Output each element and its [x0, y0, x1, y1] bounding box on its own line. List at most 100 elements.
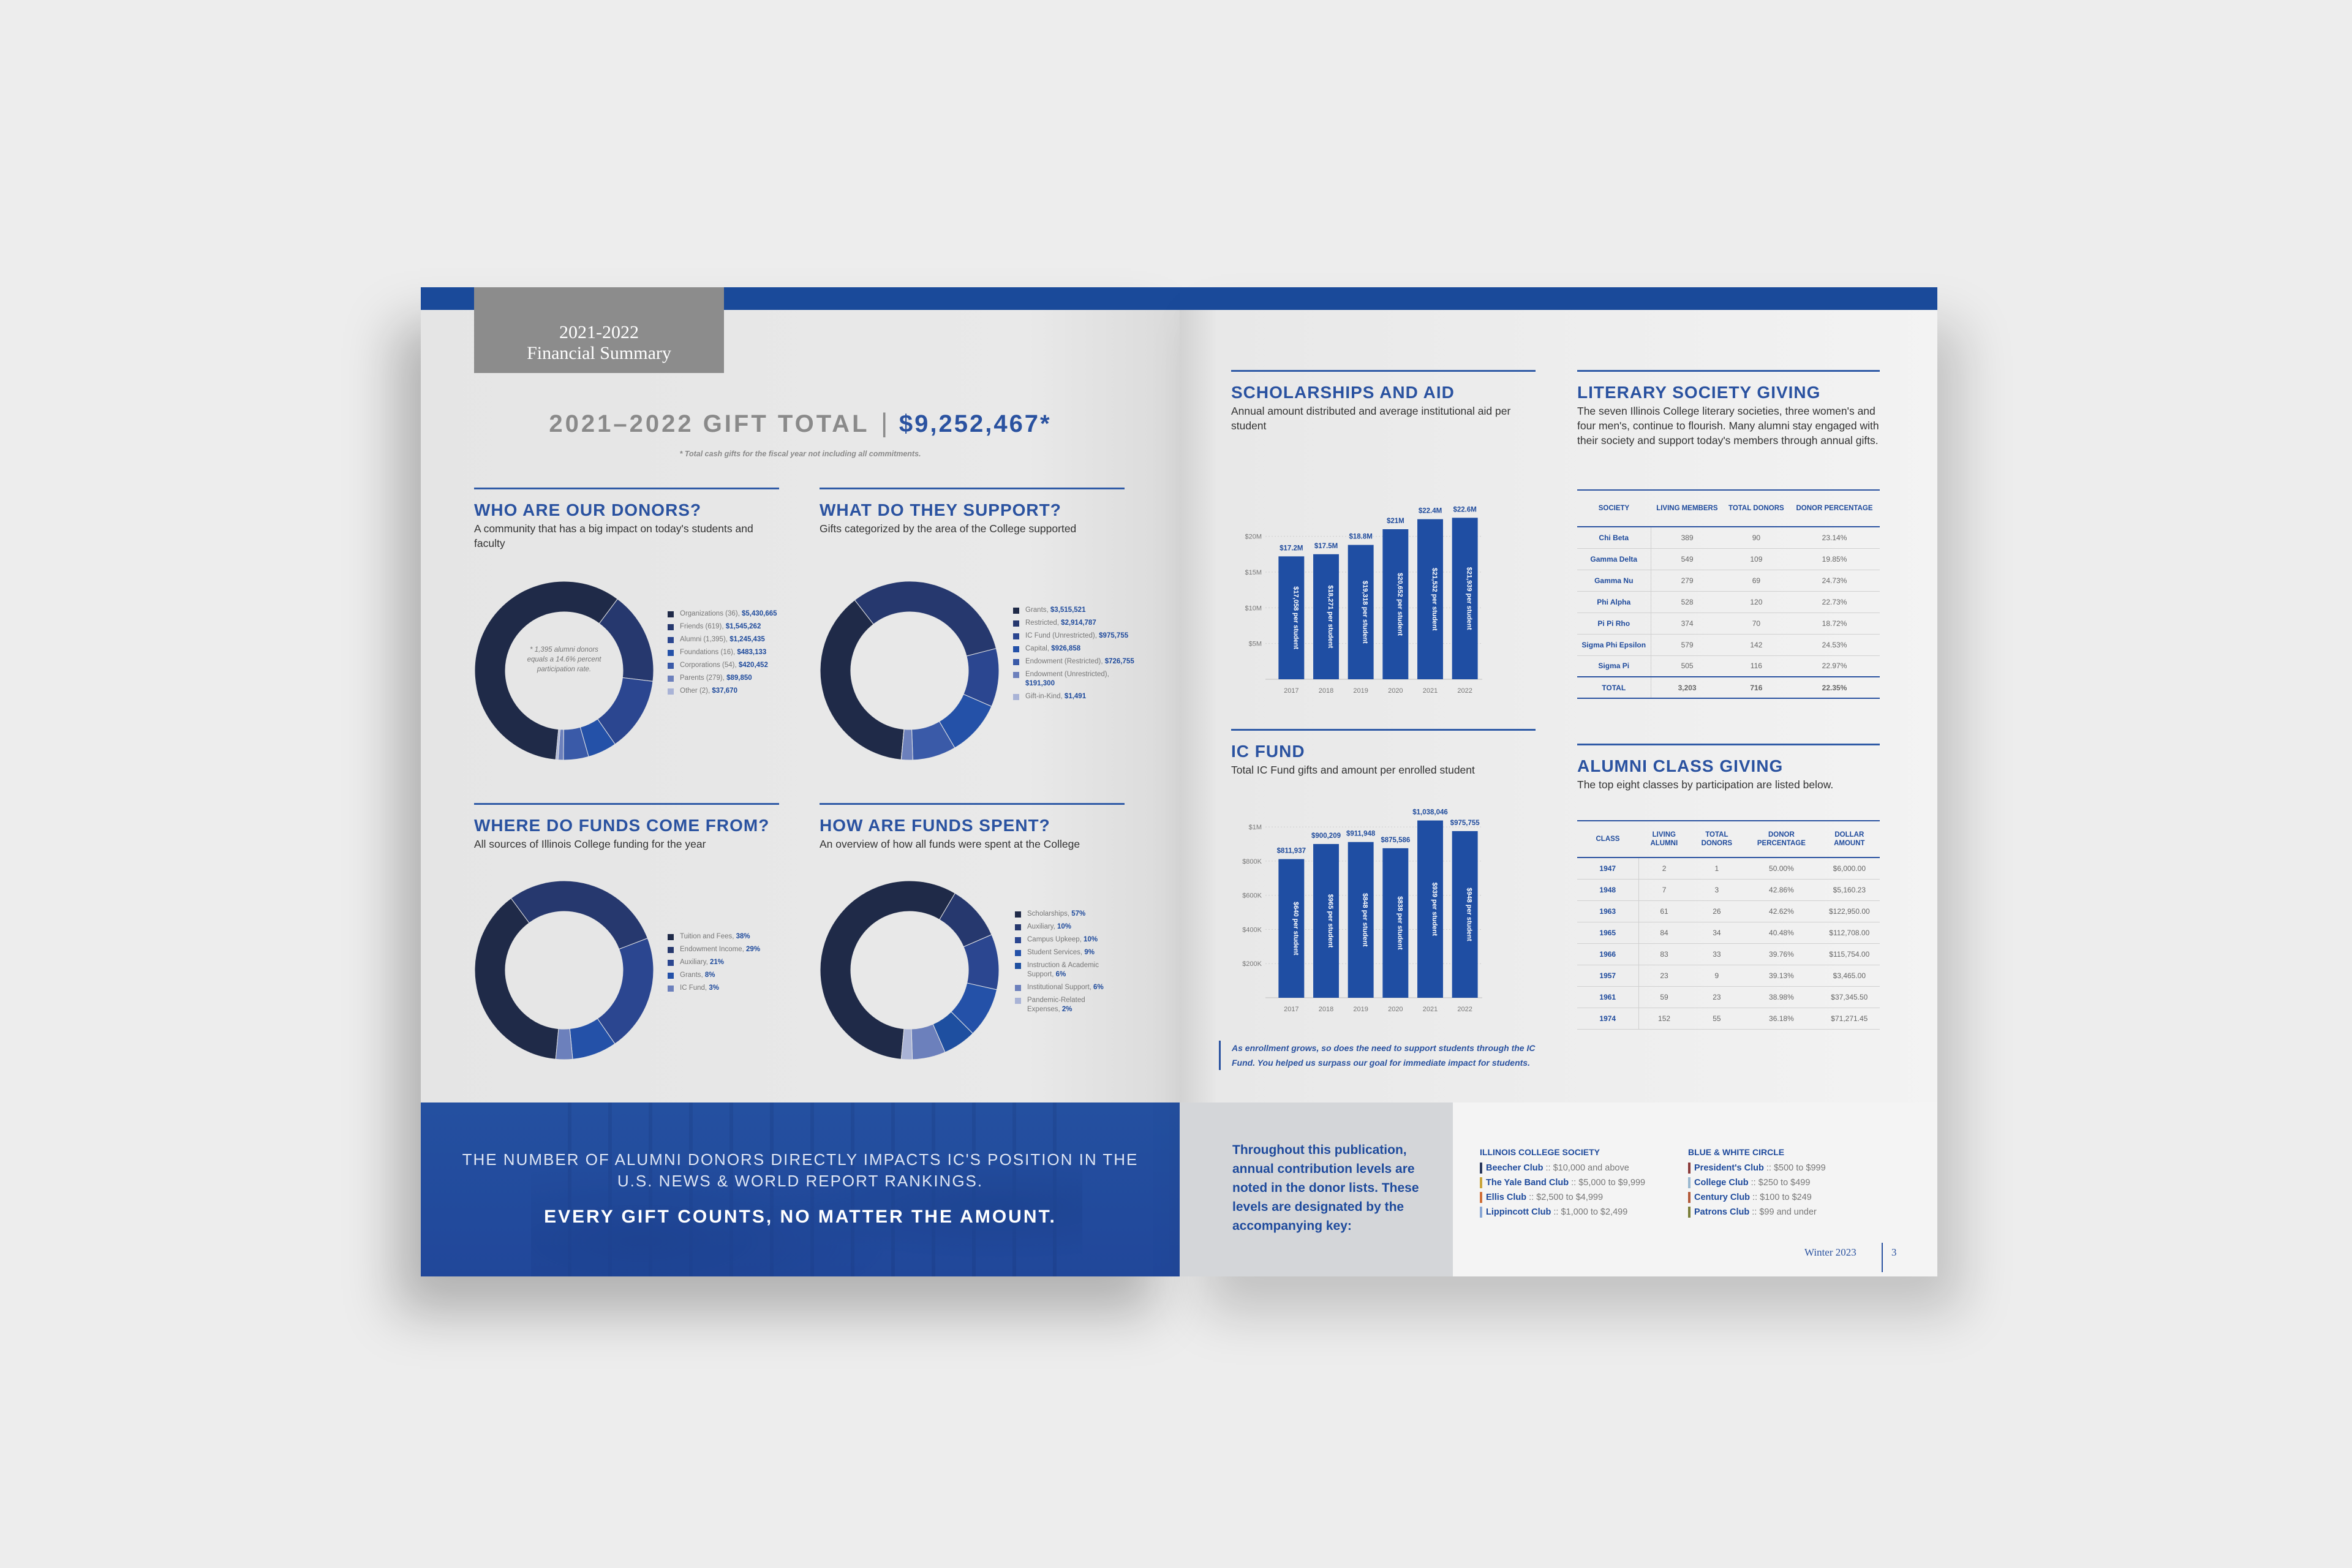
table-cell: Sigma Pi	[1577, 655, 1651, 677]
key-color-bar	[1480, 1207, 1482, 1218]
table-cell: 90	[1723, 527, 1790, 549]
table-cell: 83	[1638, 943, 1690, 965]
key-separator: ::	[1526, 1193, 1537, 1202]
bar-value-label: $911,948	[1346, 831, 1376, 838]
table-row: 1957 23 9 39.13% $3,465.00	[1577, 965, 1880, 987]
legend-item: Other (2), $37,670	[668, 687, 778, 696]
legend-item: Auxiliary, 21%	[668, 958, 778, 967]
bar	[1382, 848, 1409, 998]
gift-total-amount: $9,252,467*	[899, 410, 1052, 437]
bar-value-label: $18.8M	[1349, 533, 1372, 541]
table-cell: Phi Alpha	[1577, 591, 1651, 613]
bar-inner-label: $939 per student	[1431, 883, 1438, 937]
legend-item: Parents (279), $89,850	[668, 674, 778, 683]
table-cell: $37,345.50	[1819, 986, 1880, 1008]
donors-section: WHO ARE OUR DONORS? A community that has…	[474, 488, 779, 551]
legend-item: Restricted, $2,914,787	[1013, 619, 1136, 628]
table-cell: 3	[1689, 879, 1744, 901]
sources-title: WHERE DO FUNDS COME FROM?	[474, 816, 770, 835]
bar	[1452, 831, 1478, 998]
bar-value-label: $17.5M	[1314, 543, 1338, 550]
bar	[1348, 545, 1374, 679]
donut-slice	[900, 1028, 913, 1060]
donut-slice	[474, 897, 559, 1060]
banner-line1: THE NUMBER OF ALUMNI DONORS DIRECTLY IMP…	[462, 1150, 1139, 1169]
literary-title: LITERARY SOCIETY GIVING	[1577, 383, 1821, 402]
legend-swatch	[1015, 924, 1021, 930]
table-row: Phi Alpha 528 120 22.73%	[1577, 591, 1880, 613]
table-cell: 389	[1651, 527, 1724, 549]
key-range: $100 to $249	[1760, 1193, 1812, 1202]
legend-item: Friends (619), $1,545,262	[668, 622, 778, 631]
bar-value-label: $975,755	[1450, 820, 1480, 827]
table-cell: 40.48%	[1744, 922, 1819, 944]
table-row: Pi Pi Rho 374 70 18.72%	[1577, 612, 1880, 635]
table-row: Gamma Delta 549 109 19.85%	[1577, 548, 1880, 570]
table-row: Chi Beta 389 90 23.14%	[1577, 527, 1880, 549]
alumni-table: CLASS LIVING ALUMNI TOTAL DONORS DONOR P…	[1577, 820, 1880, 1030]
key-name: President's Club	[1694, 1163, 1764, 1173]
legend-label: Foundations (16),	[680, 649, 737, 656]
scholarships-subtitle: Annual amount distributed and average in…	[1231, 405, 1511, 432]
bar	[1452, 518, 1478, 679]
support-title: WHAT DO THEY SUPPORT?	[820, 500, 1061, 519]
key-color-bar	[1688, 1192, 1691, 1203]
alumni-header-row: CLASS LIVING ALUMNI TOTAL DONORS DONOR P…	[1577, 820, 1880, 858]
table-row: 1948 7 3 42.86% $5,160.23	[1577, 879, 1880, 901]
table-cell: 152	[1638, 1008, 1690, 1030]
key-name: Patrons Club	[1694, 1207, 1750, 1217]
legend-item: Scholarships, 57%	[1015, 910, 1119, 919]
spent-donut-chart	[820, 880, 1000, 1060]
legend-item: Alumni (1,395), $1,245,435	[668, 635, 778, 644]
table-cell: Gamma Delta	[1577, 548, 1651, 570]
x-tick-label: 2022	[1457, 687, 1472, 695]
legend-item: Organizations (36), $5,430,665	[668, 609, 778, 619]
table-cell: 1966	[1577, 943, 1639, 965]
table-cell: 22.73%	[1789, 591, 1880, 613]
literary-header: SOCIETY	[1577, 489, 1651, 527]
bar-value-label: $900,209	[1311, 832, 1341, 840]
legend-label: Other (2),	[680, 687, 712, 695]
key-item: Ellis Club :: $2,500 to $4,999	[1480, 1190, 1676, 1205]
table-row: 1974 152 55 36.18% $71,271.45	[1577, 1008, 1880, 1030]
table-row: 1947 2 1 50.00% $6,000.00	[1577, 858, 1880, 880]
table-cell: 1974	[1577, 1008, 1639, 1030]
support-donut-chart	[820, 581, 1000, 761]
legend-value: 29%	[746, 946, 761, 953]
literary-header-row: SOCIETY LIVING MEMBERS TOTAL DONORS DONO…	[1577, 489, 1880, 527]
legend-label: Endowment (Restricted),	[1025, 658, 1105, 665]
key-range: $1,000 to $2,499	[1561, 1207, 1628, 1217]
society-key-list: Beecher Club :: $10,000 and above The Yal…	[1480, 1161, 1676, 1219]
table-cell: 579	[1651, 634, 1724, 656]
table-cell: Sigma Phi Epsilon	[1577, 634, 1651, 656]
legend-label: Friends (619),	[680, 623, 726, 630]
table-cell: 23.14%	[1789, 527, 1880, 549]
donut-slice	[474, 581, 618, 760]
bar-inner-label: $19,318 per student	[1362, 581, 1369, 644]
y-tick-label: $400K	[1242, 926, 1262, 933]
key-item: The Yale Band Club :: $5,000 to $9,999	[1480, 1175, 1676, 1190]
table-cell: 505	[1651, 655, 1724, 677]
legend-label: Organizations (36),	[680, 610, 742, 617]
legend-swatch	[668, 624, 674, 630]
icfund-subtitle: Total IC Fund gifts and amount per enrol…	[1231, 764, 1475, 776]
legend-label: Auxiliary,	[1027, 923, 1057, 930]
key-separator: ::	[1748, 1178, 1758, 1188]
bar-value-label: $22.4M	[1419, 508, 1442, 515]
table-cell: 23	[1638, 965, 1690, 987]
support-section: WHAT DO THEY SUPPORT? Gifts categorized …	[820, 488, 1125, 536]
donut-slice	[820, 880, 956, 1060]
key-item: Century Club :: $100 to $249	[1688, 1190, 1884, 1205]
legend-label: Instruction & Academic Support,	[1027, 962, 1099, 978]
legend-label: Capital,	[1025, 645, 1052, 652]
bar	[1278, 556, 1305, 679]
table-cell: 23	[1689, 986, 1744, 1008]
legend-swatch	[668, 986, 674, 992]
literary-total-cell: 22.35%	[1789, 676, 1880, 699]
table-cell: 33	[1689, 943, 1744, 965]
legend-item: Corporations (54), $420,452	[668, 661, 778, 670]
table-cell: 24.73%	[1789, 570, 1880, 592]
legend-value: 21%	[710, 959, 725, 966]
legend-swatch	[1015, 950, 1021, 956]
bar-value-label: $17.2M	[1280, 545, 1303, 552]
